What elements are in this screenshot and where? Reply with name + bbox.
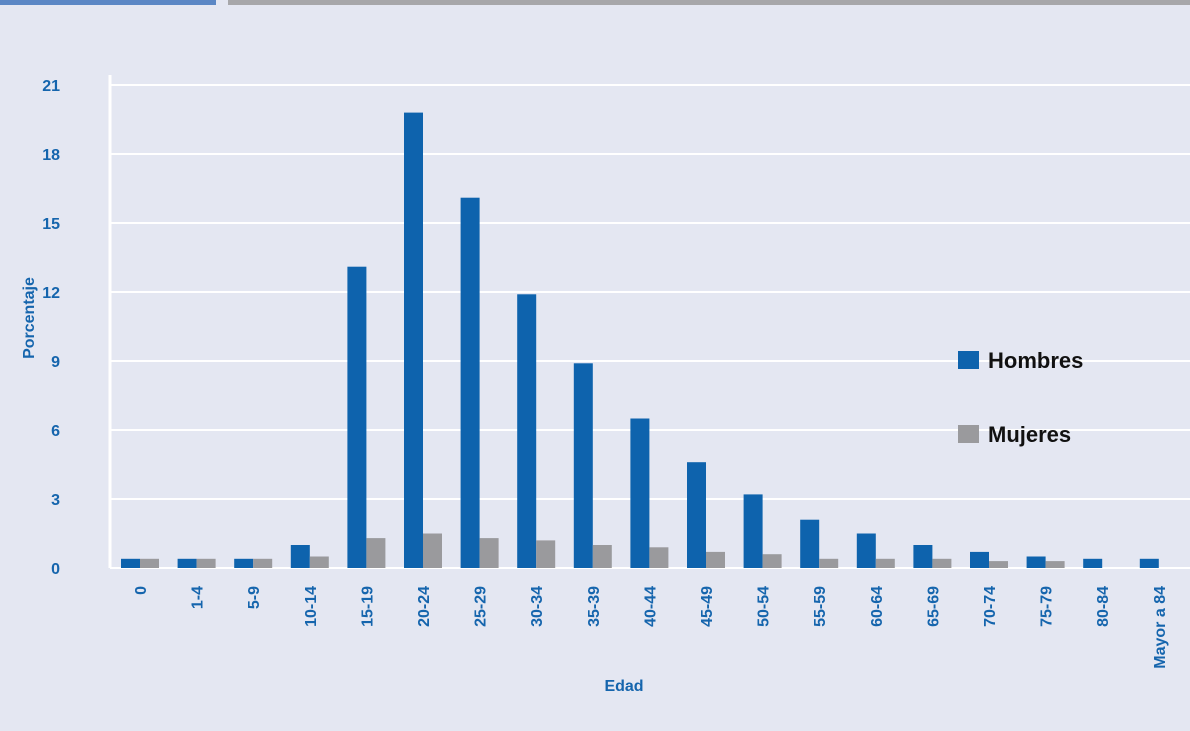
bar-mujeres xyxy=(196,558,216,568)
y-tick-label: 15 xyxy=(42,216,60,233)
bar-mujeres xyxy=(762,554,782,568)
bar-hombres xyxy=(913,545,933,568)
legend-label-mujeres: Mujeres xyxy=(988,422,1071,447)
bar-hombres xyxy=(800,519,820,568)
x-tick-label: 1-4 xyxy=(190,586,207,609)
y-tick-label: 6 xyxy=(51,423,60,440)
bar-hombres xyxy=(1139,558,1159,568)
x-tick-label: 25-29 xyxy=(473,586,490,627)
bar-mujeres xyxy=(932,558,952,568)
bar-mujeres xyxy=(592,545,612,568)
x-tick-label: 55-59 xyxy=(812,586,829,627)
y-tick-label: 0 xyxy=(51,561,60,578)
y-tick-label: 9 xyxy=(51,354,60,371)
x-tick-label: 0 xyxy=(133,586,150,595)
bar-hombres xyxy=(290,545,310,568)
x-tick-label: 35-39 xyxy=(586,586,603,627)
header-rule-bar xyxy=(228,0,1190,5)
x-tick-label: 50-54 xyxy=(756,586,773,627)
bar-hombres xyxy=(347,266,367,568)
y-tick-labels: 0 3 6 9 12 15 18 21 xyxy=(42,78,60,578)
bar-mujeres xyxy=(989,561,1008,568)
bar-hombres xyxy=(573,363,593,568)
y-tick-label: 21 xyxy=(42,78,60,95)
y-tick-label: 12 xyxy=(42,285,60,302)
x-tick-label: 10-14 xyxy=(303,586,320,627)
bar-mujeres xyxy=(819,558,839,568)
legend-swatch-hombres xyxy=(958,351,979,369)
bar-mujeres xyxy=(423,533,442,568)
bar-hombres xyxy=(404,112,423,568)
bar-hombres xyxy=(121,558,140,568)
gridlines xyxy=(108,75,1190,569)
bar-hombres xyxy=(234,558,254,568)
bar-hombres xyxy=(1083,558,1103,568)
x-tick-label: 65-69 xyxy=(925,586,942,627)
bar-mujeres xyxy=(649,547,669,568)
bar-mujeres xyxy=(706,551,725,568)
bar-hombres xyxy=(177,558,197,568)
bar-mujeres xyxy=(366,538,386,568)
bar-mujeres xyxy=(253,558,273,568)
x-axis-title: Edad xyxy=(604,678,643,695)
x-tick-label: 80-84 xyxy=(1095,586,1112,627)
bar-mujeres xyxy=(1045,561,1065,568)
bars xyxy=(121,112,1159,568)
bar-hombres xyxy=(630,418,650,568)
bar-mujeres xyxy=(309,556,329,568)
bar-hombres xyxy=(1026,556,1046,568)
x-tick-label: 40-44 xyxy=(642,586,659,627)
x-tick-label: 30-34 xyxy=(529,586,546,627)
legend-swatch-mujeres xyxy=(958,425,979,443)
y-axis-title: Porcentaje xyxy=(21,277,38,359)
bar-mujeres xyxy=(875,558,895,568)
x-tick-labels: 0 1-4 5-9 10-14 15-19 20-24 25-29 30-34 35-39 40-… xyxy=(133,586,1169,669)
bar-hombres xyxy=(743,494,763,568)
x-tick-label: 15-19 xyxy=(359,586,376,627)
bar-hombres xyxy=(517,294,537,568)
x-tick-label: Mayor a 84 xyxy=(1152,586,1169,669)
legend: Hombres Mujeres xyxy=(958,348,1083,447)
bar-mujeres xyxy=(140,558,159,568)
bar-mujeres xyxy=(536,540,556,568)
y-tick-label: 18 xyxy=(42,147,60,164)
bar-mujeres xyxy=(479,538,499,568)
x-tick-label: 60-64 xyxy=(869,586,886,627)
x-tick-label: 75-79 xyxy=(1039,586,1056,627)
bar-hombres xyxy=(970,551,989,568)
legend-label-hombres: Hombres xyxy=(988,348,1083,373)
bar-hombres xyxy=(460,197,480,568)
x-tick-label: 20-24 xyxy=(416,586,433,627)
x-tick-label: 45-49 xyxy=(699,586,716,627)
x-tick-label: 70-74 xyxy=(982,586,999,627)
bar-hombres xyxy=(856,533,876,568)
y-tick-label: 3 xyxy=(51,492,60,509)
bar-hombres xyxy=(687,462,706,568)
header-accent-bar xyxy=(0,0,216,5)
x-tick-label: 5-9 xyxy=(246,586,263,609)
